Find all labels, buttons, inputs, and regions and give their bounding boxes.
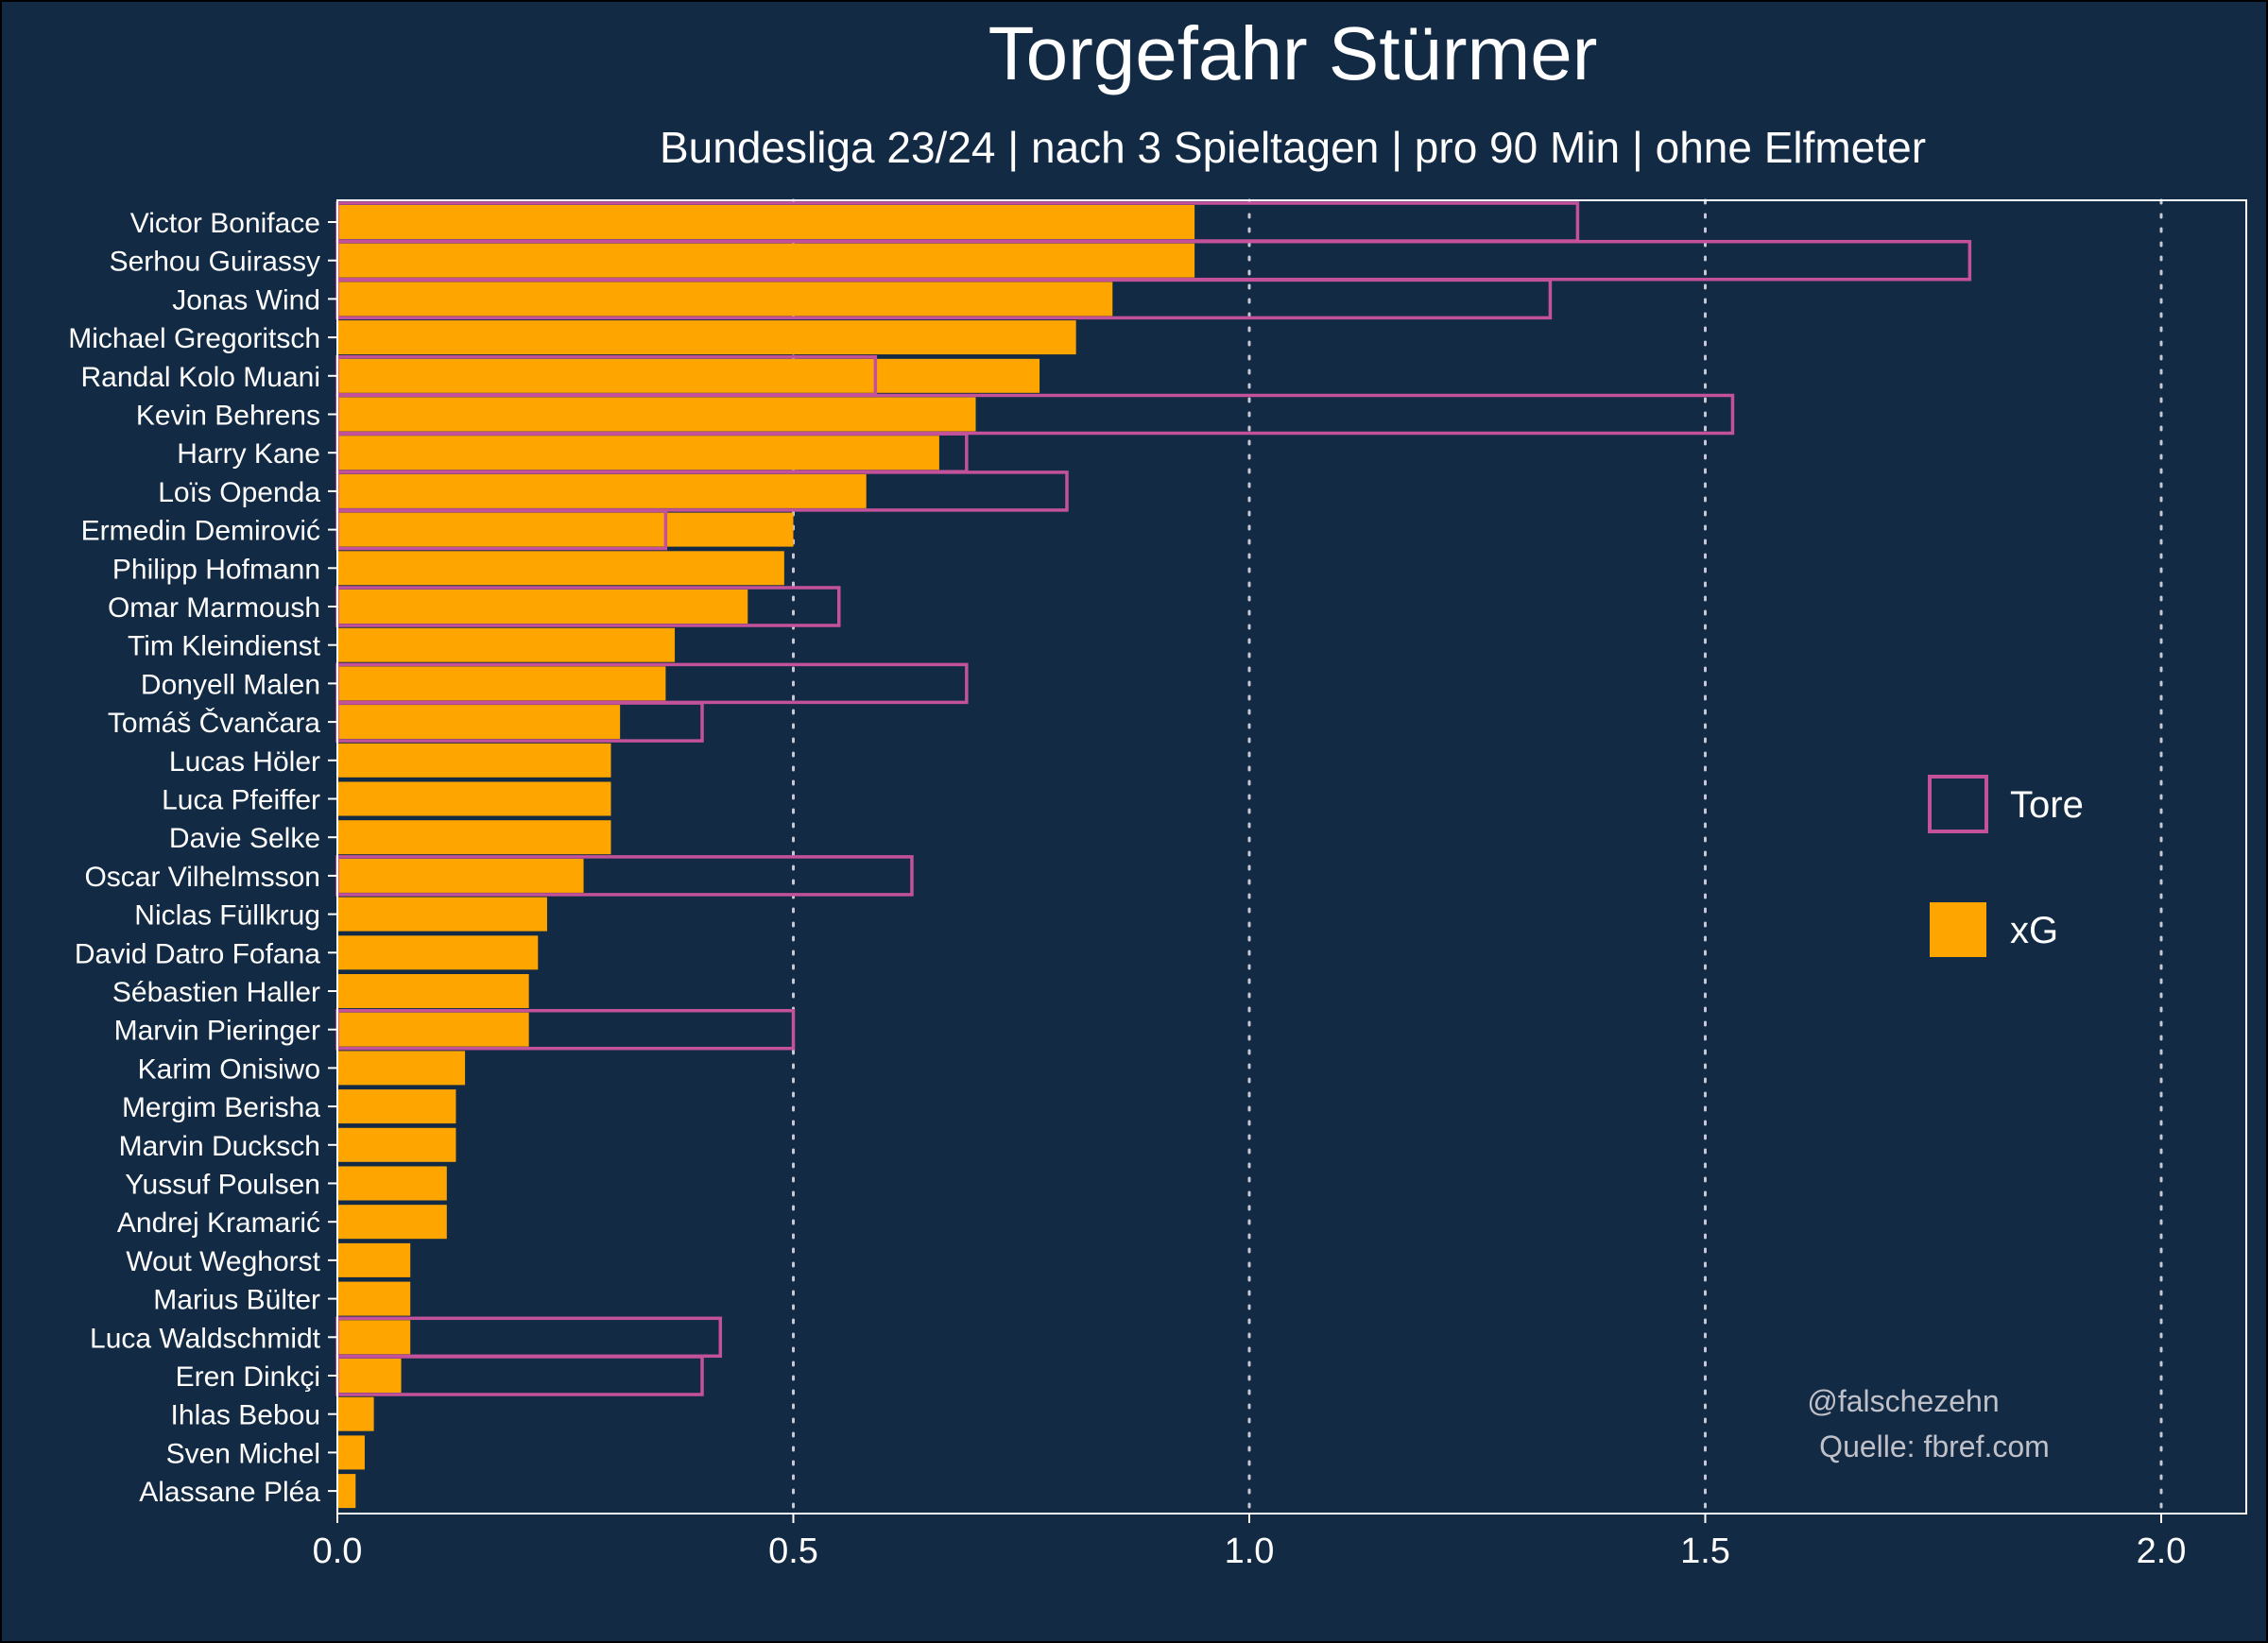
xg-bar-20 <box>337 974 529 1008</box>
y-label-25: Yussuf Poulsen <box>125 1170 320 1201</box>
xg-bar-29 <box>337 1320 411 1355</box>
y-label-29: Luca Waldschmidt <box>90 1323 321 1354</box>
y-label-26: Andrej Kramarić <box>117 1207 320 1239</box>
xg-bar-28 <box>337 1281 411 1316</box>
xg-bar-22 <box>337 1051 466 1086</box>
y-label-7: Loïs Openda <box>158 477 320 508</box>
y-label-12: Donyell Malen <box>141 669 320 700</box>
y-label-14: Lucas Höler <box>169 746 320 778</box>
x-tick-label-4: 2.0 <box>2137 1532 2187 1571</box>
y-label-30: Eren Dinkçi <box>176 1361 320 1393</box>
xg-bar-16 <box>337 820 611 855</box>
xg-bar-33 <box>337 1474 356 1509</box>
xg-bar-15 <box>337 781 611 816</box>
y-label-31: Ihlas Bebou <box>171 1400 320 1431</box>
xg-bar-24 <box>337 1127 456 1162</box>
y-label-15: Luca Pfeiffer <box>162 785 320 816</box>
y-label-24: Marvin Ducksch <box>119 1131 320 1162</box>
xg-bar-11 <box>337 627 676 662</box>
xg-bar-25 <box>337 1166 447 1201</box>
y-label-6: Harry Kane <box>177 438 320 470</box>
xg-bar-9 <box>337 551 784 586</box>
xg-bar-8 <box>337 512 794 547</box>
y-label-5: Kevin Behrens <box>136 401 320 432</box>
xg-bar-32 <box>337 1435 365 1470</box>
y-label-16: Davie Selke <box>169 823 320 854</box>
legend: Tore xG <box>1928 775 2084 957</box>
y-label-11: Tim Kleindienst <box>128 631 321 662</box>
xg-bar-0 <box>337 205 1195 239</box>
xg-bar-31 <box>337 1396 374 1431</box>
y-label-27: Wout Weghorst <box>126 1246 320 1277</box>
y-label-0: Victor Boniface <box>130 208 320 239</box>
y-label-3: Michael Gregoritsch <box>68 323 320 354</box>
y-label-28: Marius Bülter <box>153 1285 320 1316</box>
y-label-32: Sven Michel <box>166 1438 320 1469</box>
x-tick-label-1: 0.5 <box>768 1532 818 1571</box>
plot-panel-border <box>336 199 2247 1515</box>
y-label-19: David Datro Fofana <box>75 938 320 969</box>
y-label-17: Oscar Vilhelmsson <box>84 862 320 893</box>
y-label-2: Jonas Wind <box>172 284 320 316</box>
y-label-23: Mergim Berisha <box>122 1092 320 1123</box>
xg-bar-30 <box>337 1359 402 1393</box>
y-label-13: Tomáš Čvančara <box>108 707 320 739</box>
xg-bar-1 <box>337 243 1195 278</box>
y-label-9: Philipp Hofmann <box>112 554 320 585</box>
y-label-33: Alassane Pléa <box>139 1477 320 1508</box>
xg-bar-2 <box>337 282 1113 317</box>
x-tick-label-0: 0.0 <box>313 1532 363 1571</box>
y-label-21: Marvin Pieringer <box>114 1016 320 1047</box>
xg-bar-18 <box>337 897 547 932</box>
y-label-4: Randal Kolo Muani <box>81 362 321 393</box>
xg-bar-12 <box>337 666 666 701</box>
grid-lines <box>792 198 2163 1515</box>
x-tick-label-3: 1.5 <box>1680 1532 1730 1571</box>
xg-bar-3 <box>337 320 1076 355</box>
xg-bar-27 <box>337 1242 411 1277</box>
x-axis-ticks: 0.0 0.5 1.0 1.5 2.0 <box>313 1514 2187 1571</box>
xg-bar-5 <box>337 397 976 432</box>
credit-source: Quelle: fbref.com <box>1819 1429 2050 1463</box>
legend-tore-swatch <box>1928 775 1988 833</box>
xg-bar-17 <box>337 858 584 893</box>
xg-bar-6 <box>337 436 939 471</box>
y-axis-labels: Victor Boniface Serhou Guirassy Jonas Wind… <box>68 208 337 1508</box>
y-label-18: Niclas Füllkrug <box>134 900 320 932</box>
xg-bar-4 <box>337 358 1040 393</box>
y-label-8: Ermedin Demirović <box>81 516 320 547</box>
xg-bar-19 <box>337 935 539 970</box>
bar-layer <box>335 201 1972 1509</box>
legend-xg-swatch <box>1930 902 1986 957</box>
y-label-10: Omar Marmoush <box>108 592 320 624</box>
xg-bar-14 <box>337 743 611 778</box>
xg-bar-10 <box>337 590 748 624</box>
xg-bar-7 <box>337 473 867 508</box>
legend-tore-label: Tore <box>2010 784 2084 826</box>
y-label-20: Sébastien Haller <box>112 977 320 1008</box>
xg-bar-13 <box>337 705 621 740</box>
x-tick-label-2: 1.0 <box>1225 1532 1275 1571</box>
y-label-22: Karim Onisiwo <box>138 1053 320 1085</box>
y-label-1: Serhou Guirassy <box>110 247 320 278</box>
chart-subtitle: Bundesliga 23/24 | nach 3 Spieltagen | p… <box>660 123 1926 172</box>
credit-handle: @falschezehn <box>1807 1384 1999 1418</box>
chart-title: Torgefahr Stürmer <box>988 11 1598 95</box>
xg-bar-23 <box>337 1089 456 1124</box>
xg-bar-21 <box>337 1012 529 1047</box>
xg-bar-26 <box>337 1205 447 1240</box>
legend-xg-label: xG <box>2010 910 2058 951</box>
